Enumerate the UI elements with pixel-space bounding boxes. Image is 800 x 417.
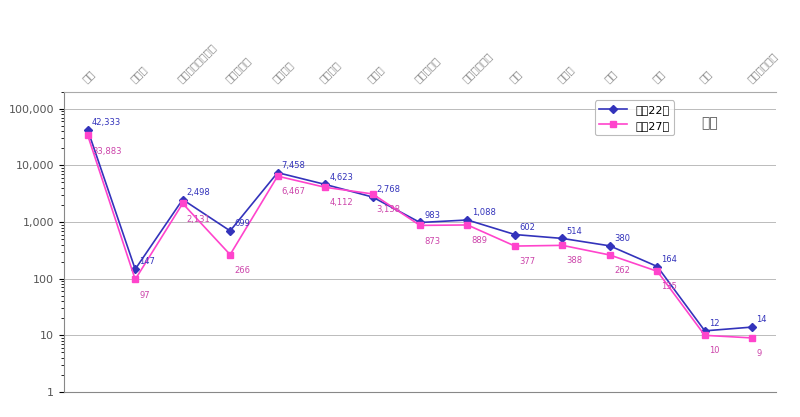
Text: 12: 12 <box>709 319 719 328</box>
Text: 部門: 部門 <box>702 116 718 130</box>
平成27年 <box>368 191 378 196</box>
Text: 377: 377 <box>519 257 535 266</box>
Text: 262: 262 <box>614 266 630 275</box>
平成27年 <box>605 253 614 258</box>
平成27年 <box>653 269 662 274</box>
Text: 164: 164 <box>662 255 678 264</box>
Text: 388: 388 <box>566 256 582 266</box>
平成22年 <box>558 236 567 241</box>
Text: 1,088: 1,088 <box>472 208 495 217</box>
Text: 14: 14 <box>757 315 767 324</box>
平成27年 <box>462 222 472 227</box>
平成27年 <box>320 185 330 190</box>
Text: 33,883: 33,883 <box>92 146 122 156</box>
平成22年 <box>368 194 378 199</box>
平成22年 <box>700 328 710 333</box>
平成27年 <box>226 252 235 257</box>
Text: 983: 983 <box>424 211 440 220</box>
平成27年 <box>747 335 757 340</box>
平成22年 <box>130 267 140 272</box>
平成27年 <box>178 201 187 206</box>
Line: 平成22年: 平成22年 <box>85 127 755 334</box>
平成27年 <box>83 133 93 138</box>
平成22年 <box>320 182 330 187</box>
平成22年 <box>178 197 187 202</box>
Text: 9: 9 <box>757 349 762 358</box>
Text: 2,768: 2,768 <box>377 185 401 194</box>
Text: 699: 699 <box>234 219 250 228</box>
平成22年 <box>415 220 425 225</box>
平成22年 <box>510 232 520 237</box>
Text: 42,333: 42,333 <box>92 118 121 127</box>
Text: 889: 889 <box>472 236 488 245</box>
平成22年 <box>226 229 235 234</box>
Text: 6,467: 6,467 <box>282 187 306 196</box>
Text: 514: 514 <box>566 227 582 236</box>
Text: 873: 873 <box>424 236 440 246</box>
Text: 147: 147 <box>139 257 155 266</box>
平成27年 <box>415 223 425 228</box>
Text: 7,458: 7,458 <box>282 161 306 170</box>
Text: 10: 10 <box>709 347 719 355</box>
平成27年 <box>558 243 567 248</box>
Text: 3,138: 3,138 <box>377 205 401 214</box>
Text: 135: 135 <box>662 282 678 291</box>
平成22年 <box>605 244 614 249</box>
平成22年 <box>83 128 93 133</box>
Text: 4,623: 4,623 <box>330 173 353 182</box>
Text: 4,112: 4,112 <box>330 198 353 207</box>
Text: 602: 602 <box>519 223 535 232</box>
Text: 266: 266 <box>234 266 250 275</box>
平成27年 <box>130 277 140 282</box>
平成22年 <box>653 264 662 269</box>
Legend: 平成22年, 平成27年: 平成22年, 平成27年 <box>594 100 674 135</box>
平成27年 <box>510 244 520 249</box>
平成22年 <box>273 170 282 175</box>
平成22年 <box>462 218 472 223</box>
Text: 97: 97 <box>139 291 150 299</box>
Text: 380: 380 <box>614 234 630 243</box>
平成27年 <box>700 333 710 338</box>
Text: 2,131: 2,131 <box>187 215 210 224</box>
平成22年 <box>747 324 757 329</box>
Line: 平成27年: 平成27年 <box>85 133 755 341</box>
平成27年 <box>273 173 282 178</box>
Text: 2,498: 2,498 <box>187 188 210 197</box>
